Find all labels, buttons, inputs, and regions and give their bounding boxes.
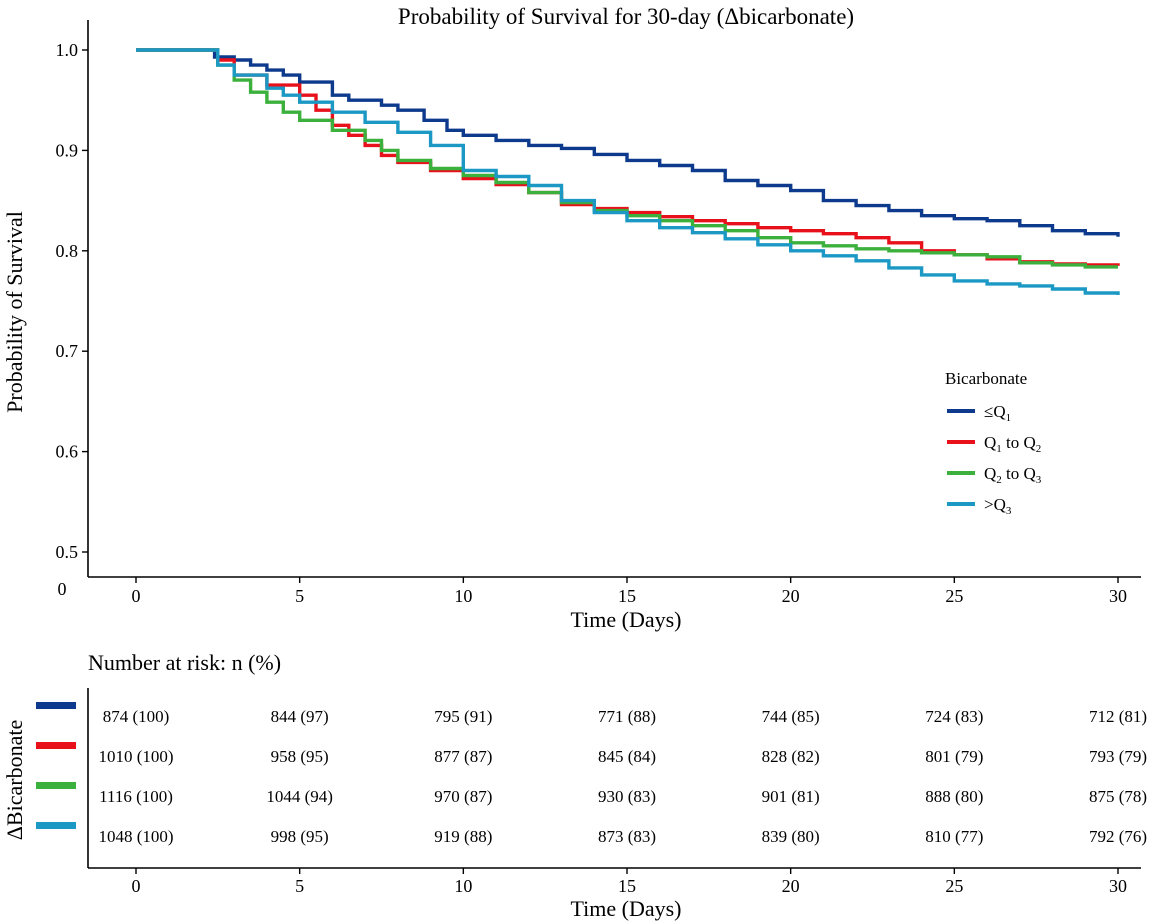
risk-cell: 744 (85) <box>762 707 820 726</box>
risk-cell: 1048 (100) <box>98 827 173 846</box>
risk-x-tick-label: 15 <box>618 876 636 896</box>
risk-cell: 1044 (94) <box>266 787 333 806</box>
risk-cell: 919 (88) <box>434 827 492 846</box>
legend-label: >Q3 <box>984 495 1012 517</box>
risk-x-tick-label: 10 <box>454 876 472 896</box>
y-tick-label: 0.9 <box>56 140 79 160</box>
risk-cell: 874 (100) <box>103 707 170 726</box>
risk-table-title: Number at risk: n (%) <box>88 650 281 675</box>
survival-curves <box>136 48 1120 295</box>
risk-x-tick-label: 20 <box>782 876 800 896</box>
x-ticks: 0 5 10 15 20 25 30 <box>132 577 1127 606</box>
risk-row-swatch <box>36 822 76 829</box>
risk-cell: 712 (81) <box>1089 707 1147 726</box>
risk-cell: 970 (87) <box>434 787 492 806</box>
risk-cell: 810 (77) <box>925 827 983 846</box>
x-tick-label: 25 <box>945 586 963 606</box>
risk-row-swatch <box>36 782 76 789</box>
risk-cell: 792 (76) <box>1089 827 1147 846</box>
survival-curve <box>136 48 1120 237</box>
risk-table-y-label: ΔBicarbonate <box>2 720 27 840</box>
risk-cell: 801 (79) <box>925 747 983 766</box>
risk-x-tick-label: 30 <box>1109 876 1127 896</box>
y-tick-label: 0.6 <box>56 442 79 462</box>
risk-swatches <box>36 702 76 829</box>
risk-x-ticks: 0 5 10 15 20 25 30 <box>132 868 1127 896</box>
risk-cell: 888 (80) <box>925 787 983 806</box>
risk-x-tick-label: 5 <box>295 876 304 896</box>
legend-label: Q1 to Q2 <box>984 433 1041 455</box>
risk-x-tick-label: 25 <box>945 876 963 896</box>
y-axis-label: Probability of Survival <box>2 211 27 413</box>
risk-cell: 845 (84) <box>598 747 656 766</box>
risk-cell: 844 (97) <box>271 707 329 726</box>
y-origin-label: 0 <box>58 579 67 599</box>
legend-entries: ≤Q1 Q1 to Q2 Q2 to Q3 >Q3 <box>947 402 1042 517</box>
risk-cell: 873 (83) <box>598 827 656 846</box>
y-tick-label: 1.0 <box>56 40 79 60</box>
risk-cell: 930 (83) <box>598 787 656 806</box>
chart-title: Probability of Survival for 30-day (Δbic… <box>398 4 854 29</box>
risk-cell: 1010 (100) <box>98 747 173 766</box>
main-plot: 0.5 0.6 0.7 0.8 0.9 1.0 0 5 10 15 20 25 30 0 Probab… <box>2 20 1141 632</box>
risk-cell: 958 (95) <box>271 747 329 766</box>
risk-cell: 839 (80) <box>762 827 820 846</box>
y-ticks: 0.5 0.6 0.7 0.8 0.9 1.0 <box>56 40 88 562</box>
risk-x-axis-label: Time (Days) <box>570 896 681 921</box>
x-axis-label: Time (Days) <box>570 607 681 632</box>
risk-row-swatch <box>36 742 76 749</box>
risk-cell: 901 (81) <box>762 787 820 806</box>
risk-cell: 828 (82) <box>762 747 820 766</box>
legend-title: Bicarbonate <box>945 369 1027 388</box>
x-tick-label: 15 <box>618 586 636 606</box>
y-tick-label: 0.7 <box>56 341 79 361</box>
risk-cell: 998 (95) <box>271 827 329 846</box>
risk-x-tick-label: 0 <box>132 876 141 896</box>
risk-cells: 874 (100) 844 (97) 795 (91) 771 (88) 744 (85… <box>98 707 1147 846</box>
y-tick-label: 0.8 <box>56 241 79 261</box>
risk-cell: 724 (83) <box>925 707 983 726</box>
x-tick-label: 5 <box>295 586 304 606</box>
risk-cell: 877 (87) <box>434 747 492 766</box>
risk-cell: 795 (91) <box>434 707 492 726</box>
risk-cell: 1116 (100) <box>99 787 173 806</box>
legend-label: ≤Q1 <box>984 402 1011 424</box>
risk-cell: 875 (78) <box>1089 787 1147 806</box>
survival-curve <box>136 48 1120 295</box>
risk-row-swatch <box>36 702 76 709</box>
y-tick-label: 0.5 <box>56 542 79 562</box>
risk-cell: 793 (79) <box>1089 747 1147 766</box>
risk-table: Number at risk: n (%) ΔBicarbonate 874 (… <box>2 650 1147 921</box>
legend: Bicarbonate ≤Q1 Q1 to Q2 Q2 to Q3 >Q3 <box>945 369 1042 517</box>
x-tick-label: 10 <box>454 586 472 606</box>
x-tick-label: 30 <box>1109 586 1127 606</box>
x-tick-label: 20 <box>782 586 800 606</box>
x-tick-label: 0 <box>132 586 141 606</box>
risk-cell: 771 (88) <box>598 707 656 726</box>
legend-label: Q2 to Q3 <box>984 464 1042 486</box>
